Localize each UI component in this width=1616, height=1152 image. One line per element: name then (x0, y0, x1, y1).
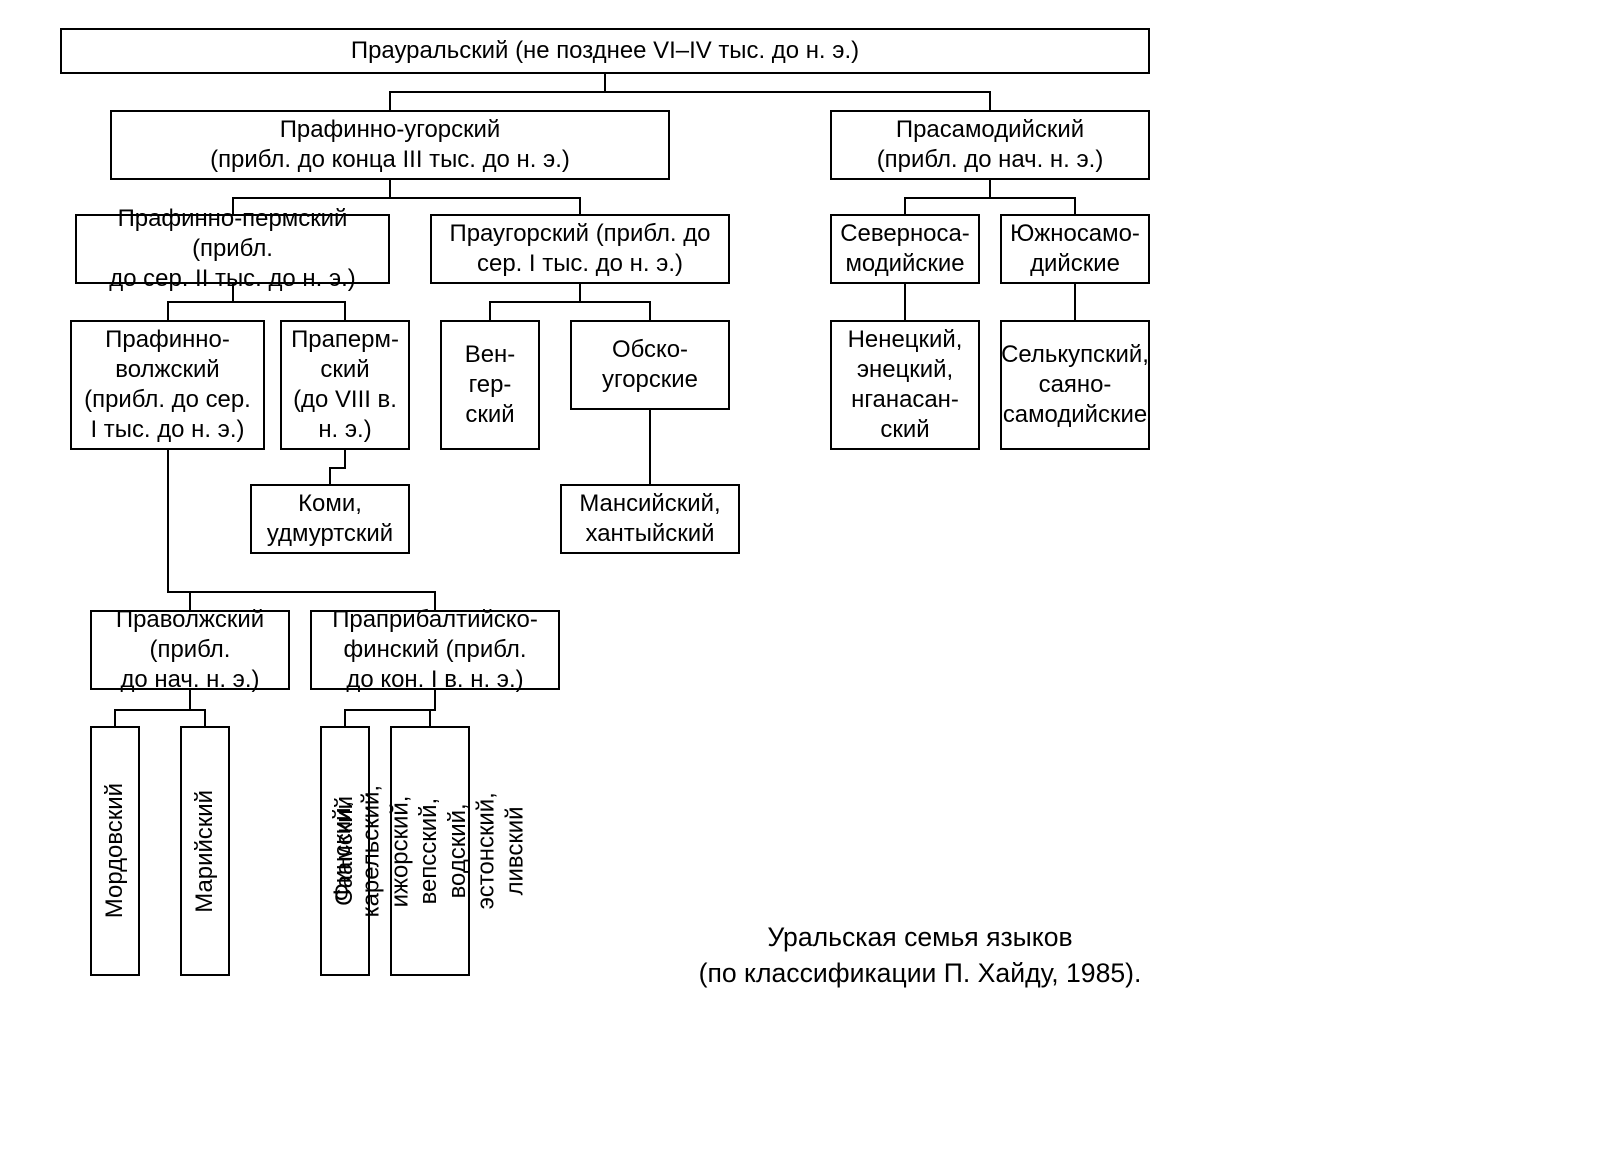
connector-line (1074, 301, 1076, 320)
tree-node-label: Вен- гер- ский (465, 340, 515, 430)
connector-line (232, 197, 582, 199)
connector-line (344, 709, 346, 726)
tree-node-label: Прафинно- волжский (прибл. до сер. I тыс… (84, 325, 251, 445)
tree-node-finno-volgaic: Прафинно- волжский (прибл. до сер. I тыс… (70, 320, 265, 450)
connector-line (1074, 197, 1076, 214)
connector-line (904, 197, 1076, 199)
connector-line (167, 301, 169, 320)
tree-node-label: Праперм- ский (до VIII в. н. э.) (291, 325, 399, 445)
connector-line (429, 709, 431, 726)
tree-node-label: Коми, удмуртский (267, 489, 393, 549)
tree-node-s-samoyedic: Южносамо- дийские (1000, 214, 1150, 284)
connector-line (649, 301, 651, 320)
tree-node-mordvin: Мордовский (90, 726, 140, 976)
connector-line (904, 284, 906, 302)
tree-node-finno-permic: Прафинно-пермский (прибл. до сер. II тыс… (75, 214, 390, 284)
tree-node-label: Ненецкий, энецкий, нганасан- ский (848, 325, 963, 445)
diagram-canvas: Прауральский (не позднее VI–IV тыс. до н… (0, 0, 1616, 1152)
tree-node-label: Южносамо- дийские (1010, 219, 1140, 279)
tree-node-label: Праугорский (прибл. до сер. I тыс. до н.… (450, 219, 711, 279)
connector-line (1074, 284, 1076, 302)
tree-node-komi-udmurt: Коми, удмуртский (250, 484, 410, 554)
tree-node-label: Прафинно-пермский (прибл. до сер. II тыс… (85, 204, 380, 294)
connector-line (989, 180, 991, 198)
tree-node-mari: Марийский (180, 726, 230, 976)
connector-line (649, 467, 651, 484)
connector-line (579, 197, 581, 214)
connector-line (389, 91, 991, 93)
tree-node-label: Праприбалтийско- финский (прибл. до кон.… (332, 605, 538, 695)
tree-node-proto-volga: Праволжский (прибл. до нач. н. э.) (90, 610, 290, 690)
connector-line (389, 180, 391, 198)
tree-node-finno-ugric: Прафинно-угорский (прибл. до конца III т… (110, 110, 670, 180)
tree-node-label: Селькупский, саяно- самодийские (1001, 340, 1149, 430)
tree-node-hungarian: Вен- гер- ский (440, 320, 540, 450)
connector-line (114, 709, 206, 711)
tree-node-proto-ugric: Праугорский (прибл. до сер. I тыс. до н.… (430, 214, 730, 284)
tree-node-n-samoyedic: Северноса- модийские (830, 214, 980, 284)
connector-line (167, 301, 347, 303)
tree-node-s-samoyedic-langs: Селькупский, саяно- самодийские (1000, 320, 1150, 450)
connector-line (489, 301, 491, 320)
connector-line (329, 467, 331, 484)
tree-node-label: Марийский (191, 790, 220, 913)
tree-node-label: Мордовский (101, 783, 130, 918)
connector-line (344, 301, 346, 320)
tree-node-label: Прасамодийский (прибл. до нач. н. э.) (877, 115, 1104, 175)
tree-node-label: Праволжский (прибл. до нач. н. э.) (116, 605, 264, 695)
tree-node-root: Прауральский (не позднее VI–IV тыс. до н… (60, 28, 1150, 74)
connector-line (167, 450, 169, 592)
tree-node-mansi-khanty: Мансийский, хантыйский (560, 484, 740, 554)
connector-line (904, 301, 906, 320)
connector-line (344, 709, 436, 711)
tree-node-label: Обско- угорские (602, 335, 698, 395)
connector-line (579, 284, 581, 302)
tree-node-ob-ugric: Обско- угорские (570, 320, 730, 410)
tree-node-baltic-finnic-langs: Финский, карельский, ижорский, вепсский,… (390, 726, 470, 976)
connector-line (329, 467, 346, 469)
connector-line (114, 709, 116, 726)
connector-line (204, 709, 206, 726)
diagram-caption: Уральская семья языков (по классификации… (660, 920, 1180, 992)
tree-node-label: Финский, карельский, ижорский, вепсский,… (329, 785, 530, 917)
tree-node-n-samoyedic-langs: Ненецкий, энецкий, нганасан- ский (830, 320, 980, 450)
connector-line (167, 591, 437, 593)
tree-node-proto-permic: Праперм- ский (до VIII в. н. э.) (280, 320, 410, 450)
tree-node-samoyedic: Прасамодийский (прибл. до нач. н. э.) (830, 110, 1150, 180)
tree-node-proto-baltic-finnic: Праприбалтийско- финский (прибл. до кон.… (310, 610, 560, 690)
connector-line (604, 74, 606, 92)
connector-line (649, 410, 651, 468)
connector-line (904, 197, 906, 214)
connector-line (989, 91, 991, 110)
tree-node-label: Прауральский (не позднее VI–IV тыс. до н… (351, 36, 859, 66)
tree-node-label: Прафинно-угорский (прибл. до конца III т… (210, 115, 570, 175)
tree-node-label: Мансийский, хантыйский (579, 489, 720, 549)
connector-line (344, 450, 346, 468)
connector-line (389, 91, 391, 110)
tree-node-label: Северноса- модийские (840, 219, 969, 279)
connector-line (489, 301, 651, 303)
